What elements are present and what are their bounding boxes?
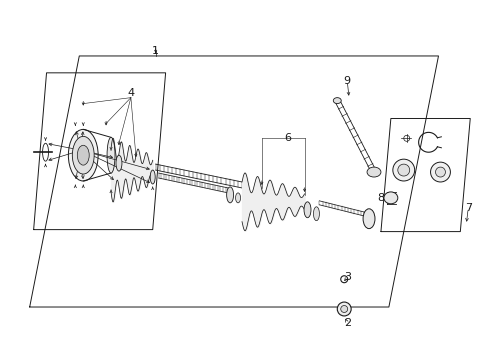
Ellipse shape [313,207,319,221]
Ellipse shape [362,209,374,229]
Ellipse shape [107,137,115,173]
Text: 1: 1 [152,46,159,56]
Ellipse shape [429,162,449,182]
Text: 4: 4 [127,88,134,98]
Text: 9: 9 [343,76,350,86]
Text: 3: 3 [343,272,350,282]
Text: 8: 8 [377,193,384,203]
Ellipse shape [72,136,94,174]
Ellipse shape [68,129,98,181]
Ellipse shape [397,164,409,176]
Ellipse shape [383,192,397,204]
Text: 2: 2 [343,318,350,328]
Ellipse shape [337,302,350,316]
Ellipse shape [116,155,122,171]
Ellipse shape [235,193,240,203]
Ellipse shape [333,98,341,104]
Ellipse shape [77,145,89,165]
Ellipse shape [340,306,347,312]
Ellipse shape [435,167,445,177]
Text: 5: 5 [78,145,84,155]
Text: 6: 6 [284,133,290,143]
Ellipse shape [392,159,414,181]
Ellipse shape [150,170,155,184]
Ellipse shape [304,202,310,218]
Ellipse shape [226,187,233,203]
Text: 7: 7 [464,203,471,213]
Ellipse shape [366,167,380,177]
